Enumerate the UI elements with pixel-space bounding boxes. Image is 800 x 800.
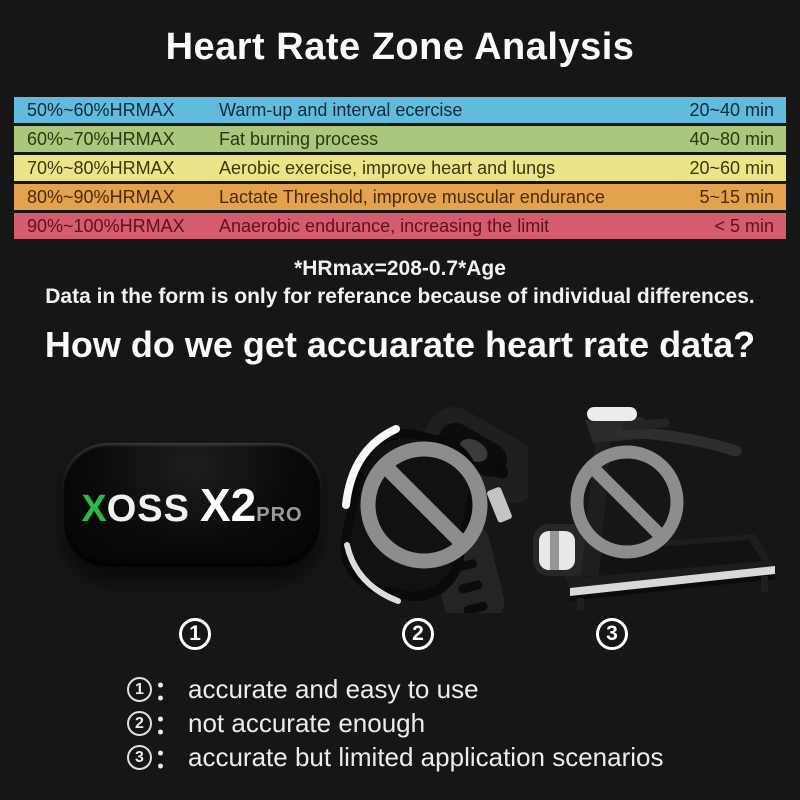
- zone-duration: 20~60 min: [689, 157, 774, 178]
- watch-highlight-top: [342, 425, 400, 509]
- disclaimer-text: Data in the form is only for referance b…: [45, 285, 755, 308]
- legend-number-badge: 1: [127, 676, 152, 702]
- heart-rate-zone-table: 50%~60%HRMAX Warm-up and interval ecerci…: [14, 97, 786, 242]
- xoss-logo: X OSS X2 PRO: [81, 478, 302, 532]
- zone-description: Lactate Threshold, improve muscular endu…: [219, 186, 605, 207]
- treadmill-graphic: [533, 407, 775, 610]
- table-row: 60%~70%HRMAX Fat burning process 40~80 m…: [14, 126, 786, 152]
- zone-duration: 5~15 min: [699, 186, 774, 207]
- zone-description: Anaerobic endurance, increasing the limi…: [219, 215, 550, 236]
- treadmill-roller: [533, 524, 591, 576]
- logo-pro: PRO: [256, 504, 303, 526]
- zone-duration: < 5 min: [714, 215, 774, 236]
- logo-oss: OSS: [106, 488, 190, 530]
- zone-range: 50%~60%HRMAX: [27, 99, 175, 120]
- legend-item: 3 ： accurate but limited application sce…: [127, 740, 664, 774]
- table-row: 80%~90%HRMAX Lactate Threshold, improve …: [14, 184, 786, 210]
- item-number-badge: 1: [179, 618, 211, 650]
- zone-duration: 20~40 min: [689, 99, 774, 120]
- zone-description: Fat burning process: [219, 128, 379, 149]
- section-heading: How do we get accuarate heart rate data?: [44, 324, 756, 365]
- table-row: 50%~60%HRMAX Warm-up and interval ecerci…: [14, 97, 786, 123]
- table-row: 90%~100%HRMAX Anaerobic endurance, incre…: [14, 213, 786, 239]
- page-title: Heart Rate Zone Analysis: [165, 26, 635, 68]
- legend-colon: ：: [154, 743, 181, 774]
- legend-item: 2 ： not accurate enough: [127, 706, 664, 740]
- chest-strap-image: X OSS X2 PRO: [62, 443, 322, 567]
- zone-description: Warm-up and interval ecercise: [219, 99, 463, 120]
- legend-number-badge: 2: [127, 710, 152, 736]
- logo-x: X: [81, 488, 107, 530]
- item-number-badge: 2: [402, 618, 434, 650]
- zone-description: Aerobic exercise, improve heart and lung…: [219, 157, 556, 178]
- hrmax-formula: *HRmax=208-0.7*Age: [294, 257, 506, 280]
- watch-buckle: [487, 487, 512, 523]
- prohibition-icon: [360, 441, 488, 569]
- legend-colon: ：: [154, 675, 181, 706]
- legend: 1 ： accurate and easy to use 2 ： not acc…: [127, 672, 664, 774]
- smartwatch-graphic: [340, 407, 544, 628]
- zone-range: 80%~90%HRMAX: [27, 186, 175, 207]
- zone-duration: 40~80 min: [689, 128, 774, 149]
- watch-highlight-bottom: [344, 542, 401, 604]
- legend-colon: ：: [154, 709, 181, 740]
- prohibition-icon: [570, 445, 684, 559]
- item-number-badge: 3: [596, 618, 628, 650]
- legend-label: accurate but limited application scenari…: [188, 741, 664, 772]
- legend-item: 1 ： accurate and easy to use: [127, 672, 664, 706]
- zone-range: 70%~80%HRMAX: [27, 157, 175, 178]
- zone-range: 60%~70%HRMAX: [27, 128, 175, 149]
- table-row: 70%~80%HRMAX Aerobic exercise, improve h…: [14, 155, 786, 181]
- legend-label: accurate and easy to use: [188, 673, 479, 704]
- treadmill-image: [523, 398, 785, 620]
- legend-number-badge: 3: [127, 744, 152, 770]
- logo-model: X2: [200, 479, 257, 531]
- smartwatch-image: [332, 393, 544, 628]
- zone-range: 90%~100%HRMAX: [27, 215, 185, 236]
- legend-label: not accurate enough: [188, 707, 426, 738]
